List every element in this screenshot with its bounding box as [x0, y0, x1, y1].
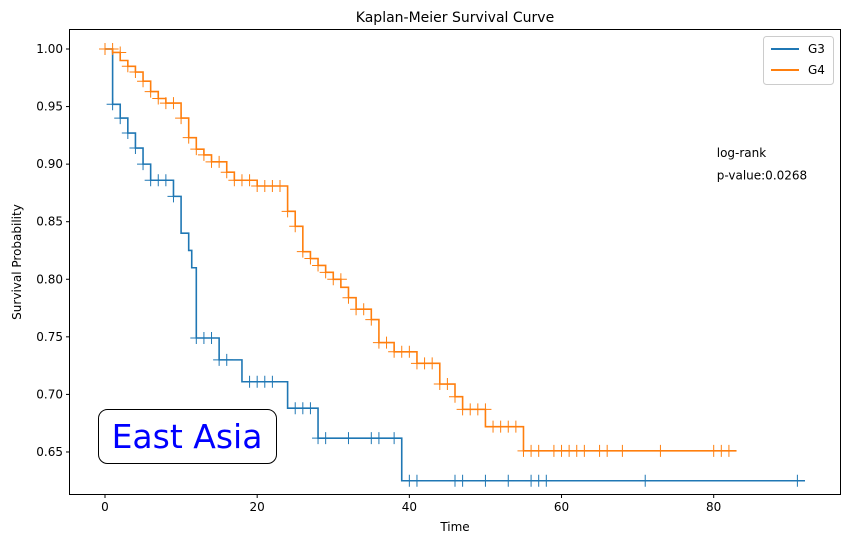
x-tick-label: 60: [554, 500, 569, 514]
censor-mark-g4: [296, 245, 309, 258]
censor-mark-g3: [129, 142, 142, 155]
censor-mark-g4: [342, 291, 355, 304]
censor-mark-g4: [334, 273, 347, 286]
censor-mark-g3: [791, 474, 804, 487]
x-axis: 0 20 40 60 80: [101, 494, 721, 514]
chart-title: Kaplan-Meier Survival Curve: [356, 10, 554, 26]
censor-mark-g3: [410, 474, 423, 487]
censor-mark-g3: [479, 474, 492, 487]
censor-mark-g4: [654, 444, 667, 457]
censor-mark-g4: [274, 180, 286, 193]
censor-mark-g3: [205, 331, 218, 344]
censor-mark-g4: [357, 303, 370, 316]
censor-mark-g3: [114, 112, 127, 125]
censor-mark-g3: [304, 402, 317, 415]
censor-mark-g4: [319, 266, 332, 279]
x-tick-label: 40: [402, 500, 417, 514]
censor-mark-g4: [175, 112, 188, 125]
censor-mark-g4: [197, 148, 210, 161]
censor-mark-g4: [129, 66, 142, 79]
series-layer: [99, 42, 805, 487]
censor-mark-g3: [137, 158, 150, 171]
censor-mark-g3: [319, 432, 332, 445]
censor-mark-g4: [182, 131, 195, 144]
censor-mark-g4: [220, 166, 233, 179]
legend-label-g3: G3: [808, 42, 825, 56]
censor-mark-g4: [616, 444, 629, 457]
censor-mark-g3: [220, 353, 233, 366]
y-tick-label: 0.80: [36, 272, 63, 286]
y-tick-label: 1.00: [36, 42, 63, 56]
censor-mark-g4: [281, 205, 294, 218]
logrank-annotation-pvalue: p-value:0.0268: [717, 169, 807, 183]
x-axis-label: Time: [439, 520, 469, 534]
y-axis-label: Survival Probability: [10, 204, 24, 320]
legend-label-g4: G4: [808, 63, 825, 77]
y-tick-label: 0.65: [36, 445, 63, 459]
censor-mark-g4: [304, 252, 317, 265]
censor-mark-g4: [152, 92, 165, 105]
censor-mark-g4: [426, 357, 439, 370]
censor-mark-g3: [372, 432, 385, 445]
censor-mark-g4: [106, 42, 119, 55]
censor-mark-g3: [266, 375, 279, 388]
censor-mark-g3: [639, 474, 652, 487]
x-tick-label: 20: [250, 500, 265, 514]
region-label: East Asia: [112, 417, 263, 456]
x-tick-label: 80: [706, 500, 721, 514]
censor-mark-g4: [532, 444, 545, 457]
censor-mark-g4: [578, 444, 591, 457]
censor-mark-g3: [106, 98, 119, 111]
y-tick-label: 0.85: [36, 215, 63, 229]
y-tick-label: 0.95: [36, 100, 63, 114]
censor-mark-g4: [312, 259, 325, 272]
region-label-box: East Asia: [98, 409, 277, 464]
censor-mark-g4: [509, 420, 522, 433]
censor-mark-g3: [502, 474, 515, 487]
censor-mark-g3: [342, 432, 355, 445]
y-tick-label: 0.90: [36, 157, 63, 171]
censor-mark-g4: [114, 46, 127, 59]
censor-mark-g4: [722, 444, 735, 457]
y-tick-label: 0.75: [36, 330, 63, 344]
censor-mark-g4: [167, 97, 180, 110]
censor-mark-g3: [167, 190, 180, 203]
censor-mark-g4: [137, 75, 150, 88]
censor-mark-g4: [449, 390, 461, 403]
censor-mark-g4: [144, 85, 157, 98]
censor-mark-g4: [403, 345, 416, 358]
censor-mark-g3: [456, 474, 469, 487]
censor-mark-g4: [289, 220, 302, 233]
censor-mark-g4: [441, 378, 454, 391]
censor-mark-g3: [121, 127, 134, 140]
legend: G3 G4: [763, 36, 834, 85]
censor-mark-g4: [121, 60, 134, 73]
y-axis: 0.65 0.70 0.75 0.80 0.85 0.90 0.95 1.00: [36, 42, 70, 459]
logrank-annotation-title: log-rank: [717, 146, 767, 160]
region-label-frame: [98, 409, 277, 464]
plot-frame: [69, 29, 841, 495]
censor-mark-g4: [213, 155, 226, 168]
x-tick-label: 0: [101, 500, 109, 514]
survival-curve-g3: [105, 48, 805, 482]
y-tick-label: 0.70: [36, 387, 63, 401]
censor-mark-g4: [243, 174, 256, 187]
censor-mark-g3: [388, 432, 401, 445]
censor-mark-g4: [479, 403, 492, 416]
censor-mark-g3: [540, 474, 553, 487]
censor-mark-g4: [380, 336, 393, 349]
censor-mark-g4: [190, 143, 203, 156]
censor-mark-g4: [601, 444, 614, 457]
censor-mark-g3: [159, 174, 172, 187]
censor-mark-g4: [365, 313, 378, 326]
